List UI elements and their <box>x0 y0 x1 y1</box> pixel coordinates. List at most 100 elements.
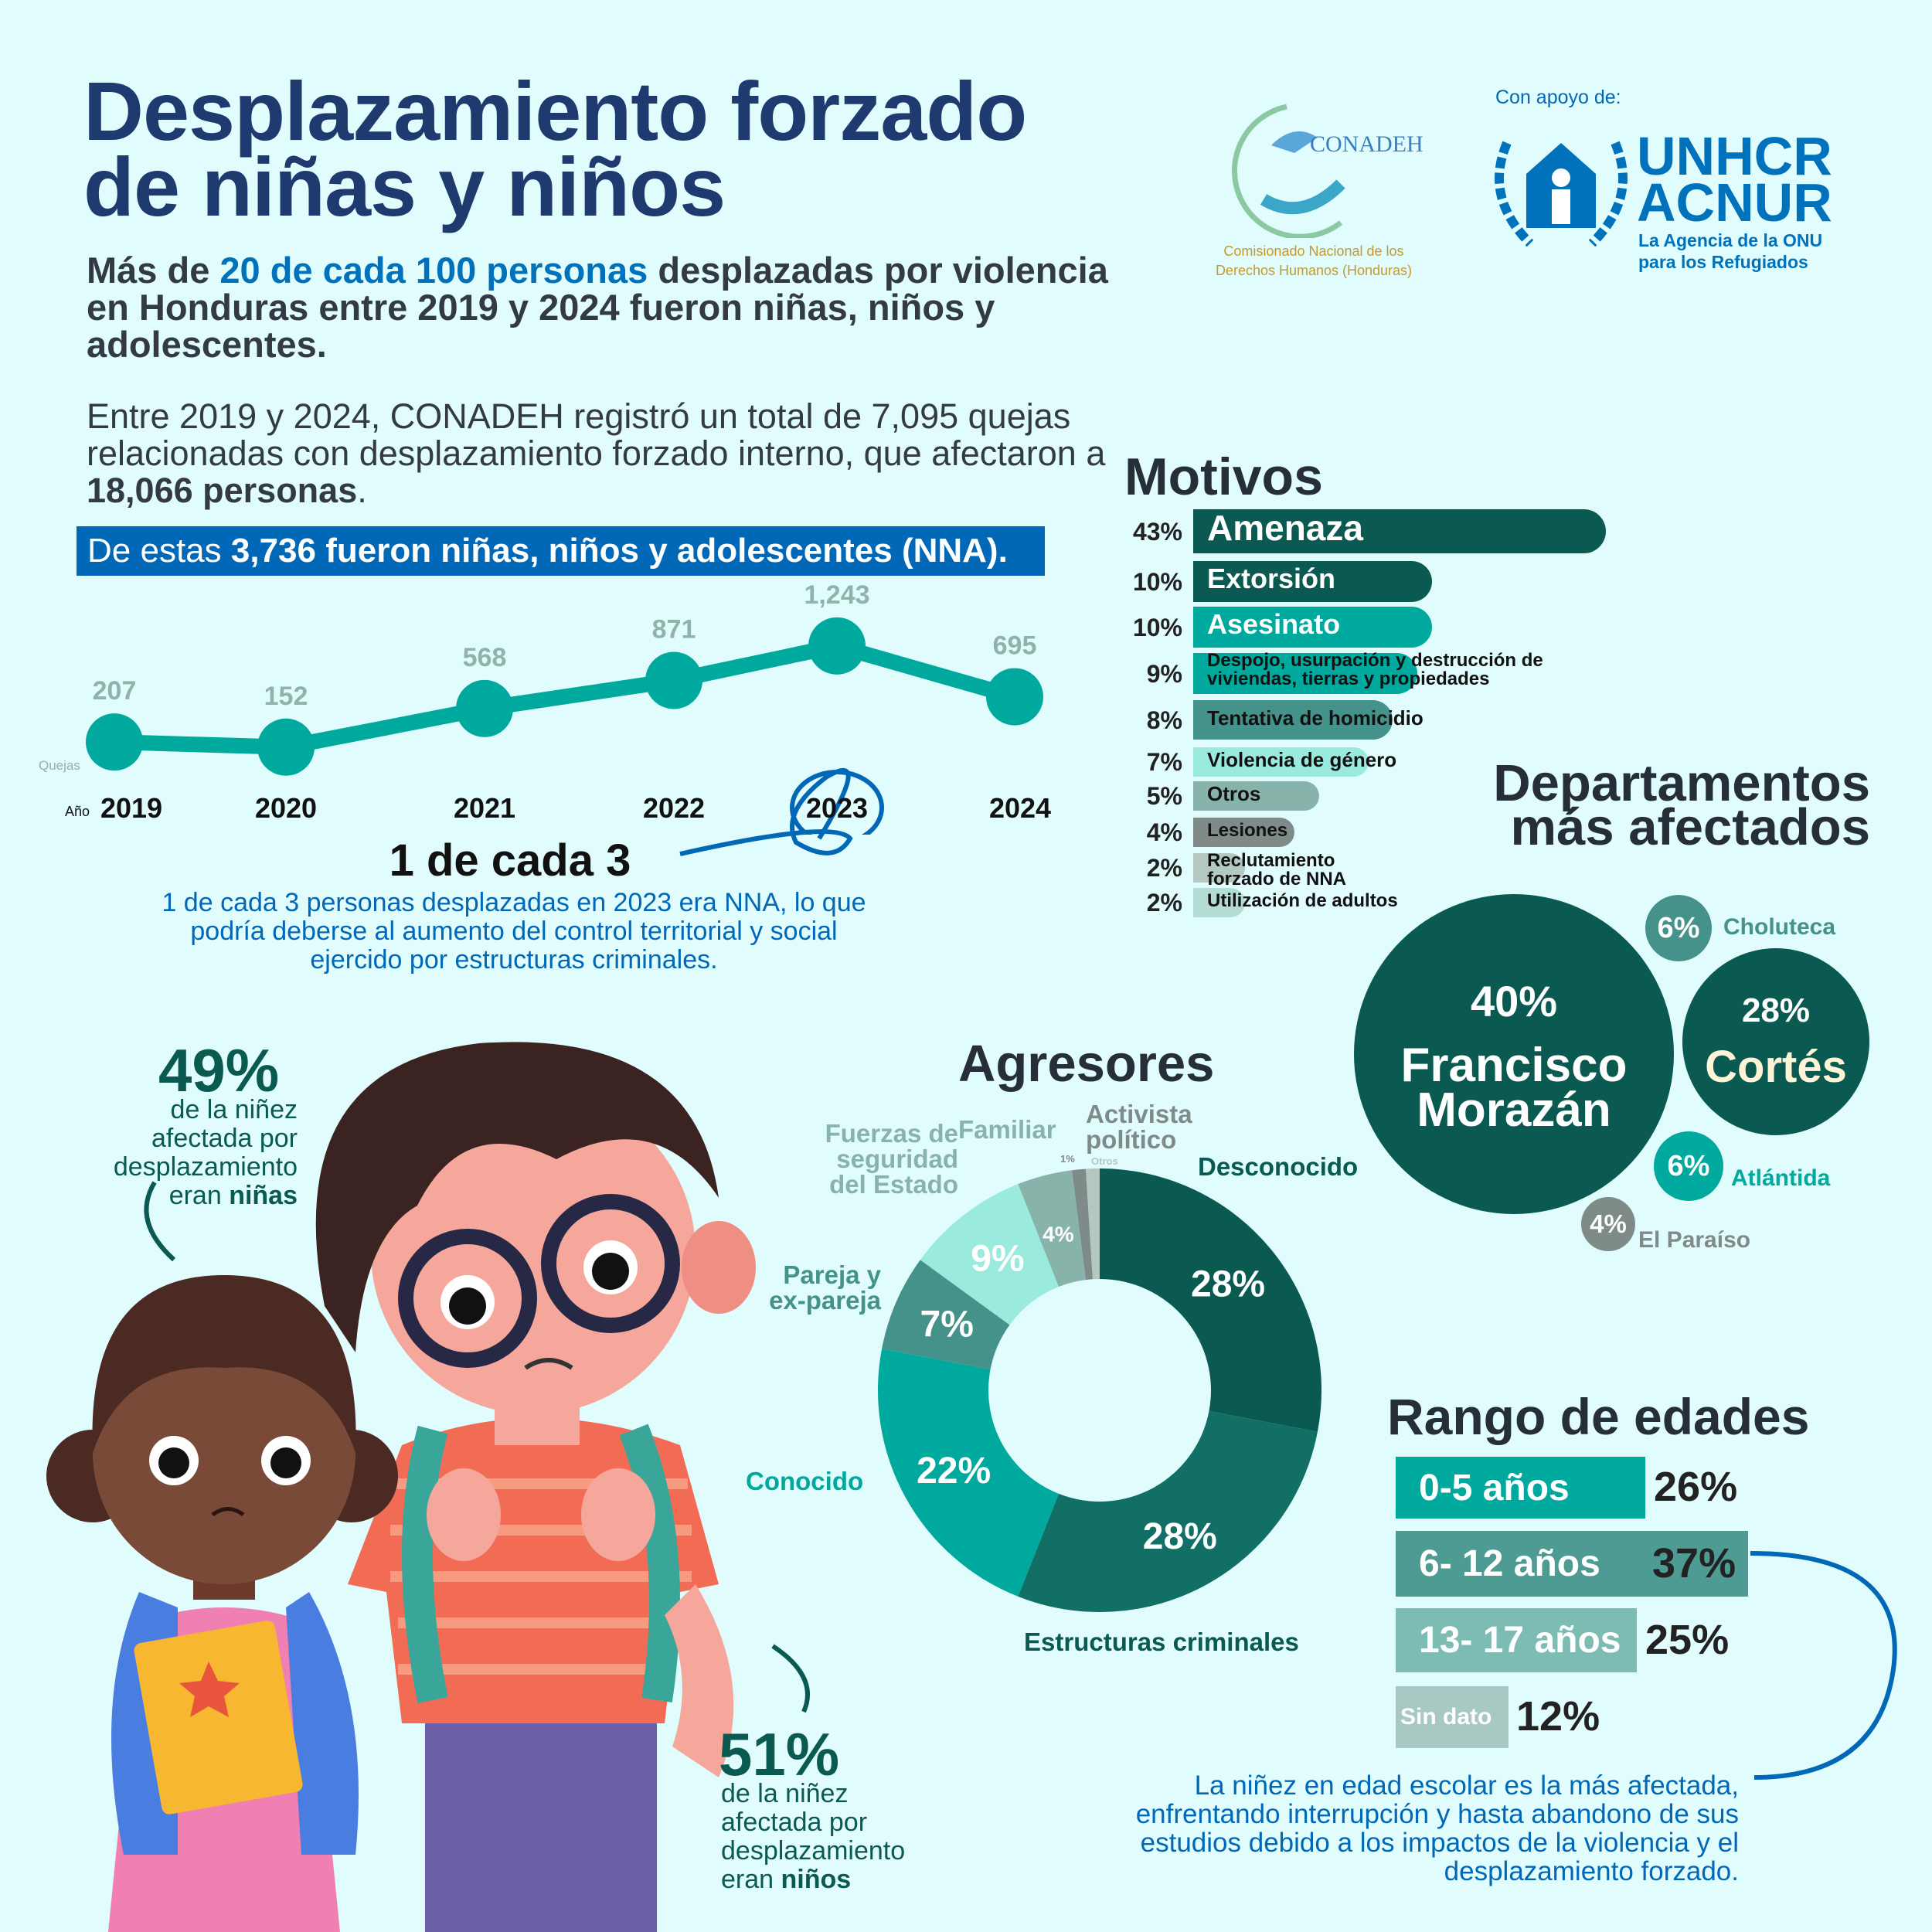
slice-label: 28% <box>1191 1264 1265 1305</box>
slice-activista-pol-tico <box>1072 1168 1093 1281</box>
motivo-bar <box>1193 781 1319 811</box>
nna-band: De estas 3,736 fueron niñas, niños y ado… <box>77 526 1045 576</box>
point-2024 <box>986 668 1043 726</box>
departamentos-title: Departamentos más afectados <box>1493 754 1871 856</box>
motivo-pct: 10% <box>1132 567 1182 596</box>
para-pre: Entre 2019 y 2024, CONADEH registró un t… <box>87 396 1106 473</box>
dept-circle-el-paraiso: 4% <box>1581 1197 1635 1251</box>
slice-otros <box>1085 1168 1100 1280</box>
slice-estructuras-criminales <box>1018 1410 1318 1613</box>
rango-pct: 26% <box>1654 1464 1738 1510</box>
year-label-2019: 2019 <box>100 792 162 824</box>
point-2021 <box>456 679 513 737</box>
unhcr-line1: UNHCR <box>1637 126 1832 186</box>
girls-text-bold: niñas <box>229 1181 298 1210</box>
motivo-bar <box>1193 607 1432 648</box>
value-label-2022: 871 <box>652 614 696 644</box>
boys-text: de la niñez afectada por desplazamiento … <box>721 1780 945 1894</box>
motivo-bar <box>1193 888 1245 917</box>
rango-bar: 6- 12 años <box>1396 1531 1748 1597</box>
motivo-label: Despojo, usurpación y destrucción de viv… <box>1207 650 1543 689</box>
agresor-label-estructuras: Estructuras criminales <box>1024 1628 1299 1656</box>
dept-label-el-paraiso: El Paraíso <box>1638 1227 1751 1253</box>
unhcr-caption: La Agencia de la ONU para los Refugiados <box>1638 230 1823 272</box>
title-line-2: de niñas y niños <box>83 140 726 233</box>
dept-title-line2: más afectados <box>1510 798 1871 856</box>
girls-pct: 49% <box>158 1036 280 1104</box>
girls-text: de la niñez afectada por desplazamiento … <box>77 1096 298 1210</box>
conadeh-name: CONADEH <box>1310 131 1423 157</box>
page-title: Desplazamiento forzado de niñas y niños <box>83 70 1027 233</box>
conadeh-caption: Comisionado Nacional de los Derechos Hum… <box>1215 243 1413 278</box>
slice-familiar <box>1018 1170 1086 1287</box>
motivo-label: Amenaza <box>1207 507 1363 548</box>
agresor-label-activista: Activista político <box>1086 1100 1192 1154</box>
slice-label: 7% <box>920 1304 974 1345</box>
slice-label: 4% <box>1043 1222 1074 1246</box>
value-label-2023: 1,243 <box>804 580 869 610</box>
quejas-line <box>114 638 1017 755</box>
girl-illustration <box>46 1275 398 1932</box>
motivo-label: Violencia de género <box>1207 748 1397 772</box>
para-post: . <box>357 471 367 510</box>
agresor-label-fuerzas: Fuerzas de seguridad del Estado <box>825 1119 958 1199</box>
dept-pct: 28% <box>1741 991 1811 1029</box>
x-axis-label: Año <box>65 804 90 819</box>
year-label-2022: 2022 <box>643 792 705 824</box>
rango-bar: Sin dato <box>1396 1686 1509 1748</box>
motivo-pct: 2% <box>1146 889 1182 917</box>
band-bold: 3,736 fueron niñas, niños y adolescentes… <box>230 532 1008 570</box>
para-bold: 18,066 personas <box>87 471 358 510</box>
boy-illustration <box>315 1042 756 1932</box>
dept-label-atlantida: Atlántida <box>1731 1165 1831 1191</box>
motivo-label: Extorsión <box>1207 562 1336 594</box>
dept-circle-cortes: 28% Cortés <box>1682 948 1869 1135</box>
agresor-label-pareja: Pareja y ex-pareja <box>769 1260 881 1315</box>
unhcr-emblem-icon <box>1495 141 1628 247</box>
rango-note: La niñez en edad escolar es la más afect… <box>1135 1770 1739 1886</box>
lead-highlight: 20 de cada 100 personas <box>219 250 648 291</box>
motivo-bar <box>1193 509 1606 553</box>
quejas-line-chart: 207 2019 152 2020 568 2021 871 2022 1,243 2023 695… <box>86 580 1051 835</box>
slice-desconocido <box>1100 1168 1321 1432</box>
value-label-2020: 152 <box>264 682 308 711</box>
intro-paragraph: Entre 2019 y 2024, CONADEH registró un t… <box>87 398 1122 509</box>
motivo-bar <box>1193 653 1417 694</box>
agresor-label-otros: Otros <box>1091 1155 1118 1167</box>
slice-label: 28% <box>1143 1516 1217 1557</box>
dept-title-line1: Departamentos <box>1493 754 1870 812</box>
agresor-label-familiar: Familiar <box>958 1115 1056 1144</box>
value-label-2024: 695 <box>993 631 1037 661</box>
motivos-title: Motivos <box>1124 447 1323 506</box>
boys-pct: 51% <box>719 1720 840 1788</box>
lead-statement: Más de 20 de cada 100 personas desplazad… <box>87 252 1122 363</box>
y-axis-label: Quejas <box>39 758 80 773</box>
motivo-label: Lesiones <box>1207 819 1288 841</box>
motivo-label: Reclutamiento forzado de NNA <box>1207 850 1346 889</box>
motivo-pct: 5% <box>1146 782 1182 810</box>
motivo-pct: 2% <box>1146 854 1182 882</box>
rango-pct: 12% <box>1516 1693 1600 1740</box>
motivo-pct: 43% <box>1132 517 1182 546</box>
year-label-2021: 2021 <box>454 792 515 824</box>
rango-bar: 0-5 años <box>1396 1457 1645 1519</box>
dept-name: Cortés <box>1705 1041 1847 1092</box>
girls-text-main: de la niñez afectada por desplazamiento … <box>113 1095 298 1210</box>
unhcr-wordmark: UNHCR ACNUR <box>1637 126 1832 230</box>
motivo-pct: 4% <box>1146 818 1182 846</box>
year-label-2020: 2020 <box>255 792 317 824</box>
point-2020 <box>257 718 315 776</box>
motivo-bar <box>1193 561 1432 602</box>
slice-conocido <box>878 1349 1059 1597</box>
arrow-49-icon <box>144 1181 176 1262</box>
one-in-three-title: 1 de cada 3 <box>389 835 631 886</box>
rango-title: Rango de edades <box>1387 1388 1810 1445</box>
dept-circle-choluteca: 6% <box>1645 895 1712 961</box>
boys-text-main: de la niñez afectada por desplazamiento … <box>721 1779 906 1894</box>
rango-pct: 37% <box>1652 1539 1736 1587</box>
conadeh-emblem-icon <box>1231 104 1345 240</box>
point-2019 <box>86 713 143 771</box>
lead-pre: Más de <box>87 250 220 291</box>
dept-label-choluteca: Choluteca <box>1723 914 1836 940</box>
